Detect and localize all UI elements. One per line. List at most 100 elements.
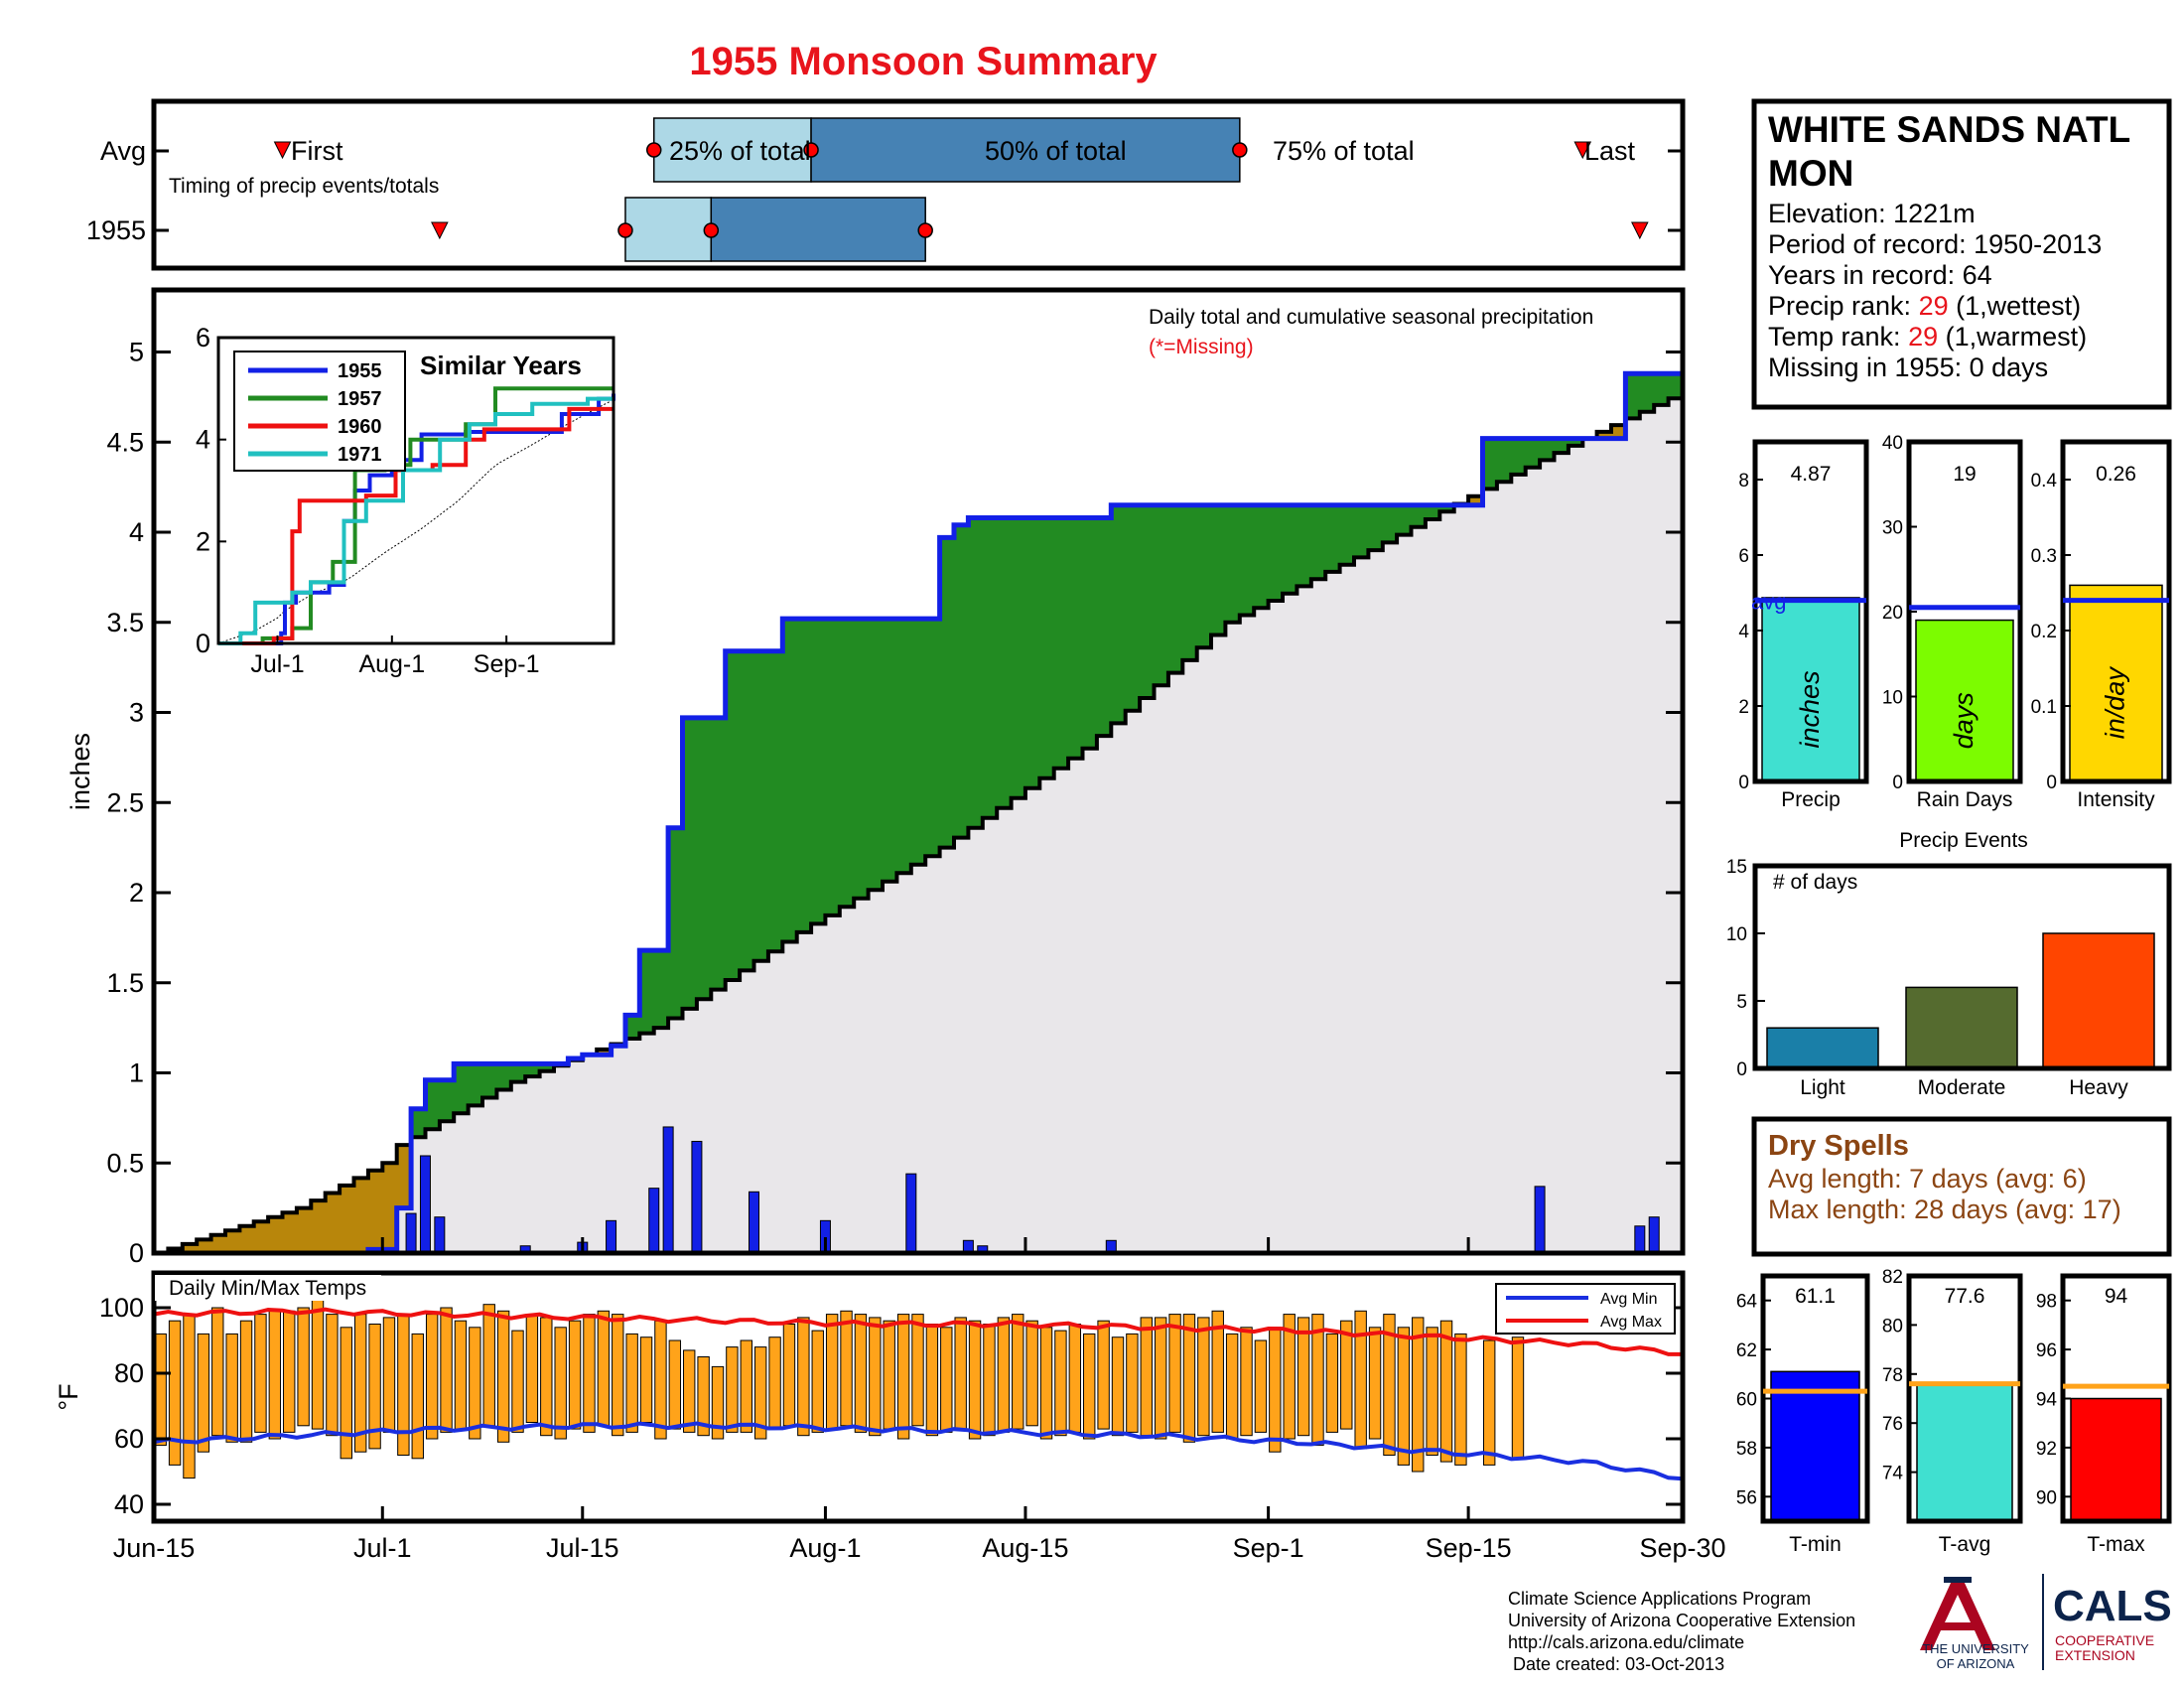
temp-stat-bar-tmin (1770, 1370, 1860, 1522)
dry-spells-max: Max length: 28 days (avg: 17) (1768, 1195, 2121, 1224)
legend-avg-min-label: Avg Min (1600, 1291, 1658, 1308)
year-box-25-50 (624, 197, 713, 262)
stat-y-tick-label: 40 (1882, 433, 1903, 454)
events-y-tick-label: 0 (1736, 1059, 1747, 1080)
precip-y-tick-label: 4 (129, 517, 144, 547)
daily-temp-bar (425, 1314, 439, 1440)
events-y-tick-label: 5 (1736, 992, 1747, 1013)
daily-temp-bar (411, 1333, 424, 1460)
daily-precip-bar (434, 1216, 446, 1254)
daily-temp-bar (482, 1304, 495, 1427)
stat-y-tick-label: 10 (1882, 688, 1903, 709)
temp-frame (151, 1270, 1686, 1524)
daily-temp-bar (639, 1336, 653, 1423)
stat-avg-label: avg (1751, 590, 1786, 615)
inset-series-1971 (218, 396, 614, 645)
daily-precip-bar (691, 1140, 703, 1254)
daily-temp-bar (1154, 1317, 1167, 1440)
station-temp-rank: Temp rank: 29 (1,warmest) (1768, 322, 2087, 352)
temp-y-axis: 40 60 80 100 (99, 1293, 1683, 1519)
avg-q75-marker (1232, 142, 1248, 158)
inset-legend-label: 1957 (338, 388, 382, 410)
inset-y-tick-label: 2 (196, 526, 210, 556)
daily-precip-bar (606, 1219, 617, 1254)
precip-frame (151, 287, 1686, 1256)
daily-temp-bar (568, 1320, 582, 1430)
events-frame (1752, 863, 2172, 1071)
temp-stat-label-tmax: T-max (2087, 1533, 2145, 1556)
event-bar-heavy (2042, 932, 2155, 1069)
daily-temp-bar (1325, 1333, 1339, 1433)
station-name-line1: WHITE SANDS NATL (1768, 109, 2130, 150)
avg-cumulative-area (154, 391, 1683, 1253)
stat-y-tick-label: 6 (1738, 546, 1749, 567)
stat-label-precip: Precip (1781, 788, 1841, 811)
precip-y-tick-label: 4.5 (106, 427, 144, 457)
daily-temp-bar (311, 1297, 325, 1430)
temp-y-tick-label: 40 (114, 1489, 144, 1519)
stat-y-tick-label: 0.2 (2031, 622, 2057, 642)
daily-temp-bar (768, 1336, 781, 1430)
temp-y-tick-label: 80 (114, 1358, 144, 1388)
daily-temp-bar (1412, 1317, 1425, 1473)
daily-temp-bar (1068, 1324, 1082, 1433)
daily-temp-bar (326, 1314, 339, 1437)
ua-line1: THE UNIVERSITY (1922, 1641, 2029, 1656)
stat-bar-intensity (2069, 584, 2163, 782)
stat-unit-raindays: days (1949, 692, 1979, 749)
daily-temp-bar (1182, 1314, 1196, 1443)
stat-y-tick-label: 0 (1738, 773, 1749, 793)
date-x-tick-label: Aug-1 (789, 1533, 861, 1563)
event-label: Heavy (2069, 1076, 2128, 1099)
daily-temp-bar (1483, 1339, 1496, 1466)
inset-frame (216, 336, 615, 645)
daily-temp-bar (711, 1365, 725, 1440)
page-title: 1955 Monsoon Summary (689, 40, 1158, 83)
daily-temp-bar (925, 1324, 939, 1437)
avg-box-25-50 (652, 117, 812, 183)
date-x-tick-label: Sep-30 (1639, 1533, 1725, 1563)
stat-y-tick-label: 8 (1738, 471, 1749, 492)
daily-temp-bar (239, 1320, 253, 1443)
daily-temp-bar (525, 1314, 539, 1423)
stat-y-tick-label: 2 (1738, 697, 1749, 718)
temp-stat-label-tmin: T-min (1789, 1533, 1842, 1556)
daily-temp-bar (654, 1320, 667, 1440)
daily-temp-bar (612, 1314, 624, 1437)
precip-y-tick-label: 1 (129, 1058, 144, 1088)
precip-annotation: Daily total and cumulative seasonal prec… (1149, 306, 1593, 329)
timing-panel: Avg 1955 Timing of precip events/totals … (86, 98, 1686, 271)
daily-temp-bar (782, 1324, 796, 1427)
legend-avg-max-label: Avg Max (1600, 1314, 1662, 1331)
station-info: WHITE SANDS NATL MON Elevation: 1221m Pe… (1751, 98, 2172, 410)
daily-precip-bar (648, 1188, 660, 1254)
daily-precip-bar (405, 1212, 417, 1254)
missing-note: (*=Missing) (1149, 336, 1254, 358)
daily-temp-bar (1383, 1314, 1396, 1456)
event-label: Moderate (1918, 1076, 2006, 1099)
daily-temp-bar (254, 1314, 267, 1433)
stat-y-tick-label: 0.1 (2031, 697, 2057, 718)
daily-temp-bar (811, 1330, 824, 1433)
daily-temp-bar (896, 1314, 910, 1440)
stat-raindays: 0 10 20 30 40 19 days Rain Days (1882, 433, 2023, 811)
stat-bar-raindays (1915, 619, 2014, 782)
footer-line3: http://cals.arizona.edu/climate (1508, 1632, 1744, 1652)
temp-stat-y-tick-label: 60 (1736, 1390, 1757, 1411)
daily-temp-bar (1297, 1317, 1310, 1437)
temp-stat-frame-tavg (1906, 1273, 2023, 1524)
stat-bar-precip (1761, 597, 1860, 782)
dry-spells-panel: Dry Spells Avg length: 7 days (avg: 6) M… (1751, 1116, 2172, 1257)
timing-avg-label: Avg (100, 136, 146, 166)
stat-y-tick-label: 20 (1882, 603, 1903, 624)
stat-value-intensity: 0.26 (2096, 463, 2136, 486)
temp-stat-y-tick-label: 74 (1882, 1464, 1904, 1484)
footer: Climate Science Applications Program Uni… (1508, 1574, 2172, 1674)
inset-y-tick-label: 6 (196, 323, 210, 352)
daily-temp-bar (183, 1314, 196, 1479)
station-years: Years in record: 64 (1768, 260, 1992, 290)
stat-value-precip: 4.87 (1791, 463, 1832, 486)
daily-precip-bar (1648, 1216, 1660, 1254)
daily-precip-bar (662, 1126, 674, 1254)
daily-temp-bar (1511, 1336, 1525, 1460)
